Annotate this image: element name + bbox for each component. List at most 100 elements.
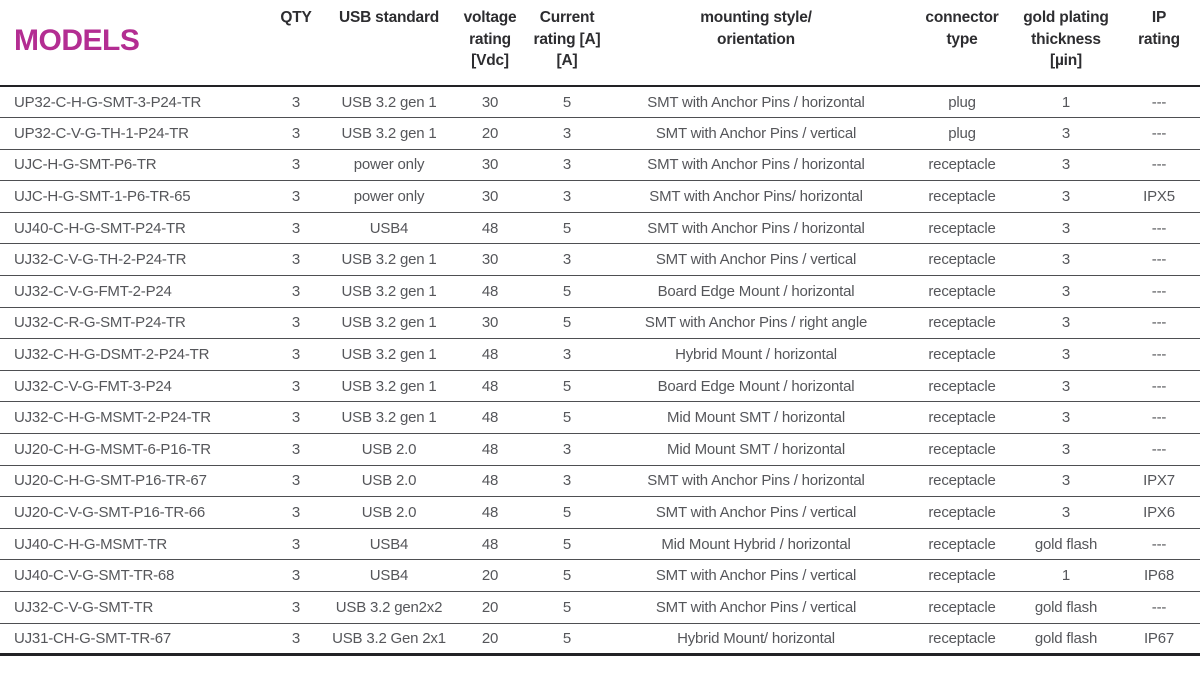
usb-standard-cell: USB 3.2 gen 1 — [330, 243, 448, 277]
model-cell: UJ40-C-V-G-SMT-TR-68 — [0, 559, 262, 592]
gold-plating-cell: gold flash — [1014, 528, 1118, 561]
qty-cell: 3 — [262, 117, 330, 150]
qty-cell: 3 — [262, 433, 330, 466]
model-cell: UJ40-C-H-G-MSMT-TR — [0, 528, 262, 561]
table-row: UJ40-C-H-G-MSMT-TR 3 USB4 48 5 Mid Mount Hybr… — [0, 528, 1200, 561]
qty-cell: 3 — [262, 338, 330, 371]
current-rating-cell: 5 — [532, 212, 602, 245]
mounting-style-cell: SMT with Anchor Pins / horizontal — [602, 465, 910, 498]
qty-cell: 3 — [262, 307, 330, 340]
table-row: UJ40-C-H-G-SMT-P24-TR 3 USB4 48 5 SMT with An… — [0, 212, 1200, 245]
usb-standard-cell: USB 3.2 gen 1 — [330, 86, 448, 119]
mounting-style-cell: SMT with Anchor Pins / horizontal — [602, 149, 910, 182]
current-rating-cell: 5 — [532, 86, 602, 119]
voltage-rating-cell: 48 — [448, 370, 532, 403]
mounting-style-cell: SMT with Anchor Pins / vertical — [602, 559, 910, 592]
connector-type-cell: receptacle — [910, 370, 1014, 403]
table-row: UJ20-C-H-G-SMT-P16-TR-67 3 USB 2.0 48 3 SMT w… — [0, 465, 1200, 498]
usb-standard-cell: USB 3.2 gen2x2 — [330, 591, 448, 624]
ip-rating-cell: --- — [1118, 401, 1200, 435]
gold-plating-cell: 1 — [1014, 559, 1118, 592]
ip-rating-cell: --- — [1118, 528, 1200, 561]
current-rating-cell: 3 — [532, 465, 602, 498]
table-row: UJ20-C-V-G-SMT-P16-TR-66 3 USB 2.0 48 5 SMT w… — [0, 496, 1200, 529]
ip-rating-cell: IPX7 — [1118, 465, 1200, 498]
gold-plating-cell: 3 — [1014, 180, 1118, 213]
connector-type-cell: plug — [910, 117, 1014, 150]
model-cell: UJ20-C-V-G-SMT-P16-TR-66 — [0, 496, 262, 529]
current-rating-cell: 3 — [532, 180, 602, 213]
usb-standard-cell: USB 3.2 gen 1 — [330, 307, 448, 340]
voltage-rating-cell: 48 — [448, 496, 532, 529]
mounting-style-cell: SMT with Anchor Pins / vertical — [602, 591, 910, 624]
current-rating-cell: 5 — [532, 623, 602, 657]
mounting-style-cell: Hybrid Mount/ horizontal — [602, 623, 910, 657]
connector-type-cell: receptacle — [910, 559, 1014, 592]
table-row: UP32-C-H-G-SMT-3-P24-TR 3 USB 3.2 gen 1 30 5… — [0, 86, 1200, 119]
qty-cell: 3 — [262, 591, 330, 624]
current-rating-cell: 3 — [532, 433, 602, 466]
current-rating-cell: 3 — [532, 149, 602, 182]
table-row: UJ32-C-V-G-FMT-3-P24 3 USB 3.2 gen 1 48 5 Boa… — [0, 370, 1200, 403]
usb-standard-cell: USB 2.0 — [330, 433, 448, 466]
ip-rating-cell: --- — [1118, 117, 1200, 150]
current-rating-cell: 3 — [532, 243, 602, 277]
ip-rating-cell: --- — [1118, 433, 1200, 466]
table-row: UJC-H-G-SMT-P6-TR 3 power only 30 3 SMT with … — [0, 149, 1200, 182]
usb-standard-cell: USB 3.2 gen 1 — [330, 370, 448, 403]
page-title: MODELS — [14, 23, 140, 57]
ip-rating-cell: --- — [1118, 307, 1200, 340]
gold-plating-cell: 3 — [1014, 433, 1118, 466]
usb-standard-cell: USB 3.2 gen 1 — [330, 117, 448, 150]
voltage-rating-cell: 30 — [448, 180, 532, 213]
gold-plating-cell: 3 — [1014, 496, 1118, 529]
usb-standard-cell: USB 2.0 — [330, 496, 448, 529]
header-voltage-rating: voltage rating [Vdc] — [448, 0, 532, 87]
current-rating-cell: 3 — [532, 338, 602, 371]
gold-plating-cell: 3 — [1014, 401, 1118, 435]
qty-cell: 3 — [262, 212, 330, 245]
table-row: UJ32-C-V-G-SMT-TR 3 USB 3.2 gen2x2 20 5 SMT w… — [0, 591, 1200, 624]
ip-rating-cell: --- — [1118, 338, 1200, 371]
qty-cell: 3 — [262, 559, 330, 592]
model-cell: UJ32-C-R-G-SMT-P24-TR — [0, 307, 262, 340]
current-rating-cell: 5 — [532, 496, 602, 529]
voltage-rating-cell: 30 — [448, 86, 532, 119]
model-cell: UJ40-C-H-G-SMT-P24-TR — [0, 212, 262, 245]
qty-cell: 3 — [262, 465, 330, 498]
gold-plating-cell: 3 — [1014, 149, 1118, 182]
model-cell: UJ32-C-V-G-FMT-2-P24 — [0, 275, 262, 308]
ip-rating-cell: --- — [1118, 86, 1200, 119]
header-connector-type: connector type — [910, 0, 1014, 87]
model-cell: UJC-H-G-SMT-P6-TR — [0, 149, 262, 182]
usb-standard-cell: USB 3.2 gen 1 — [330, 275, 448, 308]
qty-cell: 3 — [262, 243, 330, 277]
gold-plating-cell: 3 — [1014, 307, 1118, 340]
model-cell: UJ20-C-H-G-SMT-P16-TR-67 — [0, 465, 262, 498]
qty-cell: 3 — [262, 370, 330, 403]
qty-cell: 3 — [262, 528, 330, 561]
gold-plating-cell: gold flash — [1014, 623, 1118, 657]
model-cell: UJ32-C-V-G-TH-2-P24-TR — [0, 243, 262, 277]
connector-type-cell: receptacle — [910, 433, 1014, 466]
header-qty: QTY — [262, 0, 330, 87]
model-cell: UJ20-C-H-G-MSMT-6-P16-TR — [0, 433, 262, 466]
models-table: MODELS QTY USB standard voltage rating [… — [0, 0, 1200, 657]
gold-plating-cell: gold flash — [1014, 591, 1118, 624]
voltage-rating-cell: 48 — [448, 433, 532, 466]
gold-plating-cell: 3 — [1014, 243, 1118, 277]
table-row: UJ20-C-H-G-MSMT-6-P16-TR 3 USB 2.0 48 3 Mid M… — [0, 433, 1200, 466]
usb-standard-cell: USB4 — [330, 528, 448, 561]
voltage-rating-cell: 48 — [448, 401, 532, 435]
qty-cell: 3 — [262, 496, 330, 529]
header-usb-standard: USB standard — [330, 0, 448, 87]
current-rating-cell: 5 — [532, 275, 602, 308]
model-cell: UJ31-CH-G-SMT-TR-67 — [0, 623, 262, 657]
connector-type-cell: receptacle — [910, 180, 1014, 213]
table-header: MODELS QTY USB standard voltage rating [… — [0, 0, 1200, 87]
mounting-style-cell: Board Edge Mount / horizontal — [602, 275, 910, 308]
mounting-style-cell: Hybrid Mount / horizontal — [602, 338, 910, 371]
voltage-rating-cell: 30 — [448, 307, 532, 340]
connector-type-cell: receptacle — [910, 243, 1014, 277]
mounting-style-cell: SMT with Anchor Pins / vertical — [602, 117, 910, 150]
